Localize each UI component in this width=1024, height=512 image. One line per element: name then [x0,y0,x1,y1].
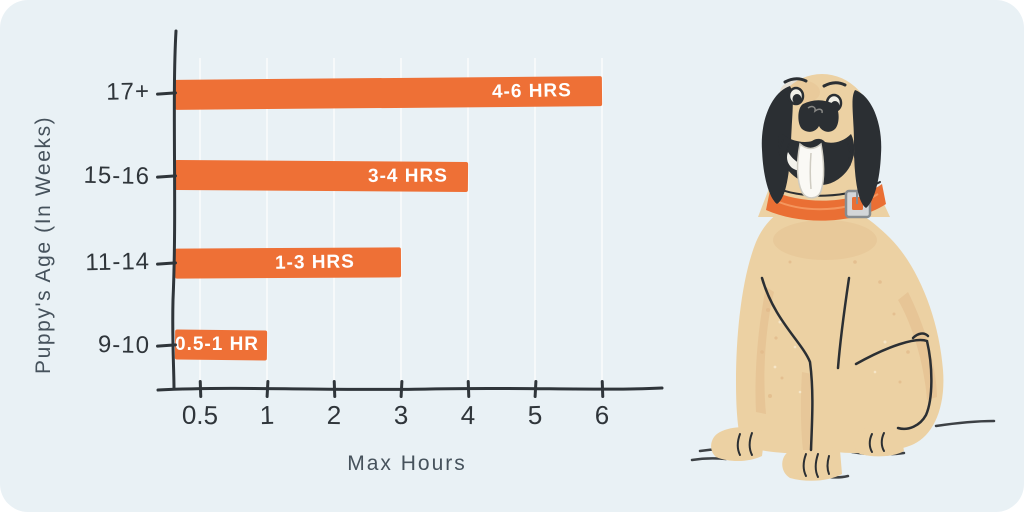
bar: 4-6 HRS [174,76,603,110]
x-tick-mark [466,379,470,399]
y-tick-label: 15-16 [83,161,151,191]
x-axis-line [156,386,664,392]
y-tick-mark [155,90,178,96]
y-tick-label: 11-14 [85,247,151,277]
x-tick-mark [265,379,269,399]
gridline [601,58,603,387]
x-tick-label: 2 [326,399,342,431]
gridline [333,58,335,387]
x-tick-label: 6 [594,399,610,431]
gridline [467,58,469,387]
gridline [199,58,201,387]
x-tick-mark [332,379,336,399]
x-tick-label: 1 [259,399,275,431]
bar: 0.5-1 HR [174,329,268,361]
bar-value-label: 4-6 HRS [491,80,573,103]
muzzle-speckles [779,139,856,166]
bar-value-label: 3-4 HRS [368,165,449,187]
y-tick-mark [155,260,178,266]
bar-value-label: 0.5-1 HR [174,333,259,355]
x-tick-mark [198,379,202,399]
x-tick-label: 3 [393,399,409,431]
gridline [400,58,402,387]
x-tick-label: 0.5 [181,399,219,431]
left-ear [761,86,793,204]
bar-value-label: 1-3 HRS [274,251,356,274]
gridline [534,58,536,387]
x-tick-mark [600,379,604,399]
gridline [266,58,268,387]
y-tick-label: 9-10 [97,331,151,360]
bar: 1-3 HRS [174,247,402,279]
dog-ears [761,86,882,208]
x-tick-mark [533,379,537,399]
x-tick-label: 4 [460,399,476,431]
x-tick-label: 5 [527,399,543,431]
dog-illustration [690,74,996,481]
x-axis-title: Max Hours [347,452,467,475]
dog-head [761,74,882,208]
dog-teeth [787,152,812,171]
y-tick-mark [155,342,178,348]
right-ear [852,90,882,208]
dog-tongue [796,142,825,199]
x-tick-mark [399,379,403,399]
bar: 3-4 HRS [174,159,469,193]
y-tick-mark [155,173,178,179]
y-tick-label: 17+ [105,77,151,106]
body-detail-lines [736,276,933,478]
